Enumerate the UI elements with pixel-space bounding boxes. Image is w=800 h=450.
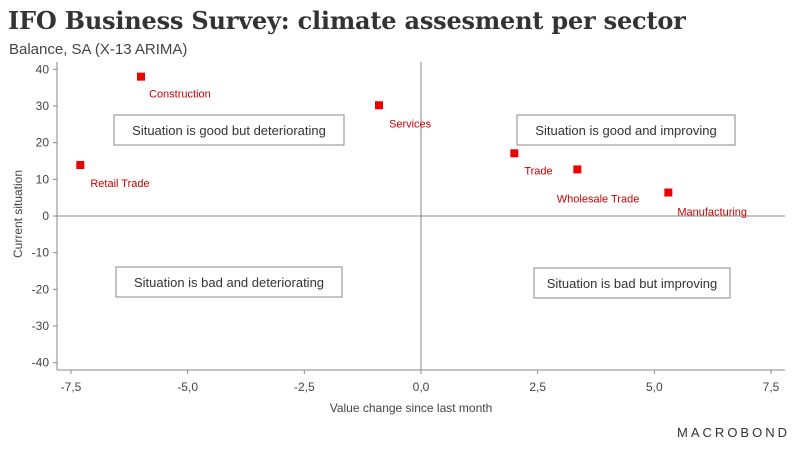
y-tick-label: 0 — [42, 209, 49, 223]
point-label-manufacturing: Manufacturing — [677, 207, 747, 219]
y-tick-label: 40 — [36, 62, 50, 76]
y-tick-label: -30 — [32, 319, 50, 333]
macrobond-logo: MACROBOND — [677, 425, 790, 440]
point-label-services: Services — [389, 118, 432, 130]
point-label-wholesale-trade: Wholesale Trade — [557, 193, 640, 205]
point-construction — [137, 72, 145, 81]
point-services — [375, 101, 383, 110]
y-tick-label: 10 — [36, 172, 50, 186]
x-tick-label: 2,5 — [529, 380, 546, 394]
x-tick-label: 0,0 — [413, 380, 430, 394]
point-label-trade: Trade — [524, 165, 552, 177]
x-tick-label: 7,5 — [763, 380, 780, 394]
chart-title: IFO Business Survey: climate assesment p… — [8, 6, 686, 35]
x-tick-label: -7,5 — [61, 380, 82, 394]
point-wholesale-trade — [573, 165, 582, 174]
y-tick-label: 30 — [36, 99, 50, 113]
y-tick-label: -10 — [32, 246, 50, 260]
point-manufacturing — [664, 188, 673, 197]
x-tick-label: 5,0 — [646, 380, 663, 394]
point-label-construction: Construction — [149, 89, 211, 101]
x-tick-label: -2,5 — [294, 380, 315, 394]
point-label-retail-trade: Retail Trade — [90, 178, 149, 190]
y-tick-label: 20 — [36, 136, 50, 150]
x-axis-label: Value change since last month — [330, 401, 493, 415]
quadrant-box-good-improving — [516, 114, 736, 146]
point-retail-trade — [76, 161, 85, 170]
quadrant-label-good-improving: Situation is good and improving — [535, 123, 716, 138]
x-tick-label: -5,0 — [177, 380, 198, 394]
point-trade — [510, 149, 519, 158]
y-tick-label: -40 — [32, 356, 50, 370]
quadrant-label-bad-deteriorating: Situation is bad and deteriorating — [134, 275, 324, 290]
quadrant-box-bad-deteriorating — [115, 266, 343, 298]
y-tick-label: -20 — [32, 282, 50, 296]
chart-subtitle: Balance, SA (X-13 ARIMA) — [9, 41, 188, 58]
quadrant-box-good-deteriorating — [113, 114, 345, 146]
quadrant-box-bad-improving — [533, 267, 731, 299]
quadrant-label-good-deteriorating: Situation is good but deteriorating — [132, 123, 326, 138]
y-axis-label: Current situation — [11, 170, 25, 258]
quadrant-label-bad-improving: Situation is bad but improving — [547, 276, 718, 291]
